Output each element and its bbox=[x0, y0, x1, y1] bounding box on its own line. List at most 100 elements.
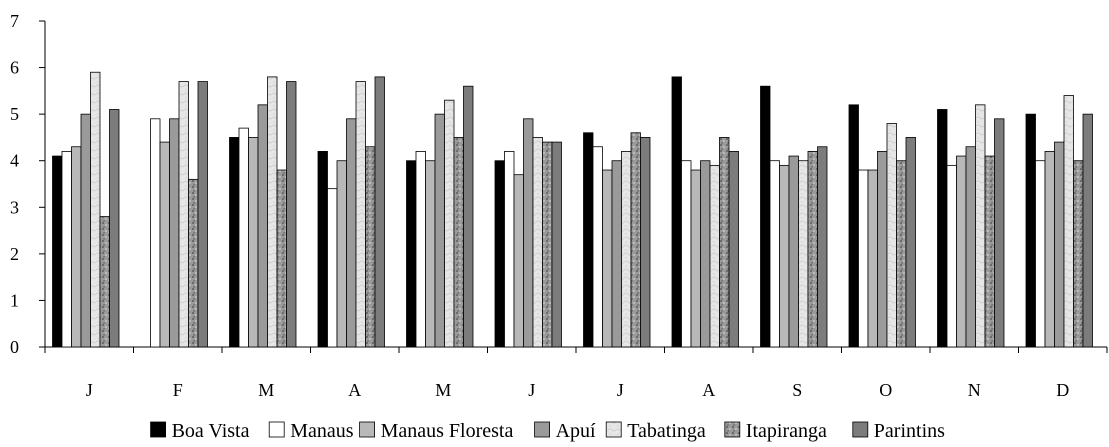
bar bbox=[523, 118, 534, 348]
bar bbox=[583, 132, 594, 348]
legend-label: Manaus Floresta bbox=[381, 420, 514, 442]
bar bbox=[61, 150, 72, 348]
bar bbox=[346, 118, 357, 348]
bar bbox=[52, 155, 63, 348]
bar bbox=[671, 76, 682, 348]
y-tick-label: 2 bbox=[10, 244, 19, 264]
bar bbox=[858, 169, 869, 348]
bar bbox=[592, 146, 603, 348]
legend-item: Itapiranga bbox=[724, 420, 827, 442]
bar bbox=[99, 216, 110, 348]
bar bbox=[946, 164, 957, 348]
bar bbox=[1025, 113, 1036, 348]
legend-swatch bbox=[724, 421, 741, 438]
bar bbox=[611, 160, 622, 348]
plot-area: 0 1 2 3 4 5 6 7 J F M A M J J A S O N D bbox=[10, 11, 1108, 400]
y-tick-label: 7 bbox=[10, 11, 19, 31]
bar bbox=[504, 150, 515, 348]
legend-label: Itapiranga bbox=[746, 420, 827, 442]
bar bbox=[760, 85, 771, 348]
bar bbox=[434, 113, 445, 348]
legend-label: Boa Vista bbox=[172, 420, 250, 442]
legend-label: Parintins bbox=[874, 420, 945, 442]
bar bbox=[415, 150, 426, 348]
x-tick-label: M bbox=[435, 380, 451, 400]
bar bbox=[956, 155, 967, 348]
bar bbox=[494, 160, 505, 348]
bar bbox=[867, 169, 878, 348]
bar bbox=[937, 109, 948, 348]
bar bbox=[886, 123, 897, 348]
bar bbox=[1082, 113, 1093, 348]
bar bbox=[267, 76, 278, 348]
bar bbox=[178, 81, 189, 348]
bar bbox=[238, 127, 249, 348]
bar bbox=[719, 137, 730, 348]
bar bbox=[453, 137, 464, 348]
bar bbox=[425, 160, 436, 348]
legend-swatch bbox=[268, 421, 285, 438]
bar bbox=[630, 132, 641, 348]
bar bbox=[90, 71, 101, 348]
legend: Boa Vista Manaus Manaus Floresta Apuí Tabati… bbox=[150, 420, 945, 442]
bar bbox=[229, 137, 240, 348]
bar bbox=[779, 164, 790, 348]
bar bbox=[788, 155, 799, 348]
bar bbox=[640, 137, 651, 348]
bar bbox=[276, 169, 287, 348]
bar bbox=[159, 141, 170, 348]
x-tick-label: F bbox=[173, 380, 183, 400]
bar bbox=[542, 141, 553, 348]
x-tick-label: A bbox=[702, 380, 715, 400]
bar bbox=[71, 146, 82, 348]
legend-item: Manaus bbox=[268, 420, 354, 442]
legend-item: Parintins bbox=[852, 420, 945, 442]
bar bbox=[406, 160, 417, 348]
x-tick-label: O bbox=[879, 380, 892, 400]
bar bbox=[807, 150, 818, 348]
legend-swatch bbox=[359, 421, 376, 438]
x-tick-label: J bbox=[528, 380, 535, 400]
x-tick-label: M bbox=[258, 380, 274, 400]
y-tick-label: 5 bbox=[10, 104, 19, 124]
y-tick-label: 4 bbox=[10, 151, 19, 171]
bar bbox=[169, 118, 180, 348]
bar bbox=[975, 104, 986, 348]
bar bbox=[1063, 95, 1074, 348]
legend-item: Manaus Floresta bbox=[359, 420, 514, 442]
x-tick-label: J bbox=[617, 380, 624, 400]
bar bbox=[150, 118, 161, 348]
legend-swatch bbox=[534, 421, 550, 438]
bar bbox=[984, 155, 995, 348]
bar bbox=[994, 118, 1005, 348]
bar bbox=[327, 188, 338, 348]
bar bbox=[248, 137, 259, 348]
bar bbox=[709, 164, 720, 348]
bar bbox=[355, 81, 366, 348]
bar bbox=[896, 160, 907, 348]
bar bbox=[1073, 160, 1084, 348]
y-tick-label: 1 bbox=[10, 290, 19, 310]
bar bbox=[513, 174, 524, 348]
x-tick-label: S bbox=[792, 380, 802, 400]
bar bbox=[965, 146, 976, 348]
bar bbox=[798, 160, 809, 348]
bar bbox=[817, 146, 828, 348]
legend-label: Tabatinga bbox=[627, 420, 706, 442]
x-tick-label: J bbox=[86, 380, 93, 400]
bar bbox=[905, 137, 916, 348]
bar bbox=[188, 178, 199, 348]
x-tick-label: A bbox=[348, 380, 361, 400]
bar bbox=[848, 104, 859, 348]
bar bbox=[257, 104, 268, 348]
legend-swatch bbox=[605, 421, 622, 438]
bar bbox=[463, 85, 474, 348]
bar bbox=[109, 109, 120, 348]
bar bbox=[1044, 150, 1055, 348]
legend-label: Apuí bbox=[556, 420, 596, 442]
bar bbox=[621, 150, 632, 348]
bar bbox=[336, 160, 347, 348]
x-tick-label: N bbox=[968, 380, 981, 400]
y-tick-label: 6 bbox=[10, 58, 19, 78]
bar bbox=[365, 146, 376, 348]
